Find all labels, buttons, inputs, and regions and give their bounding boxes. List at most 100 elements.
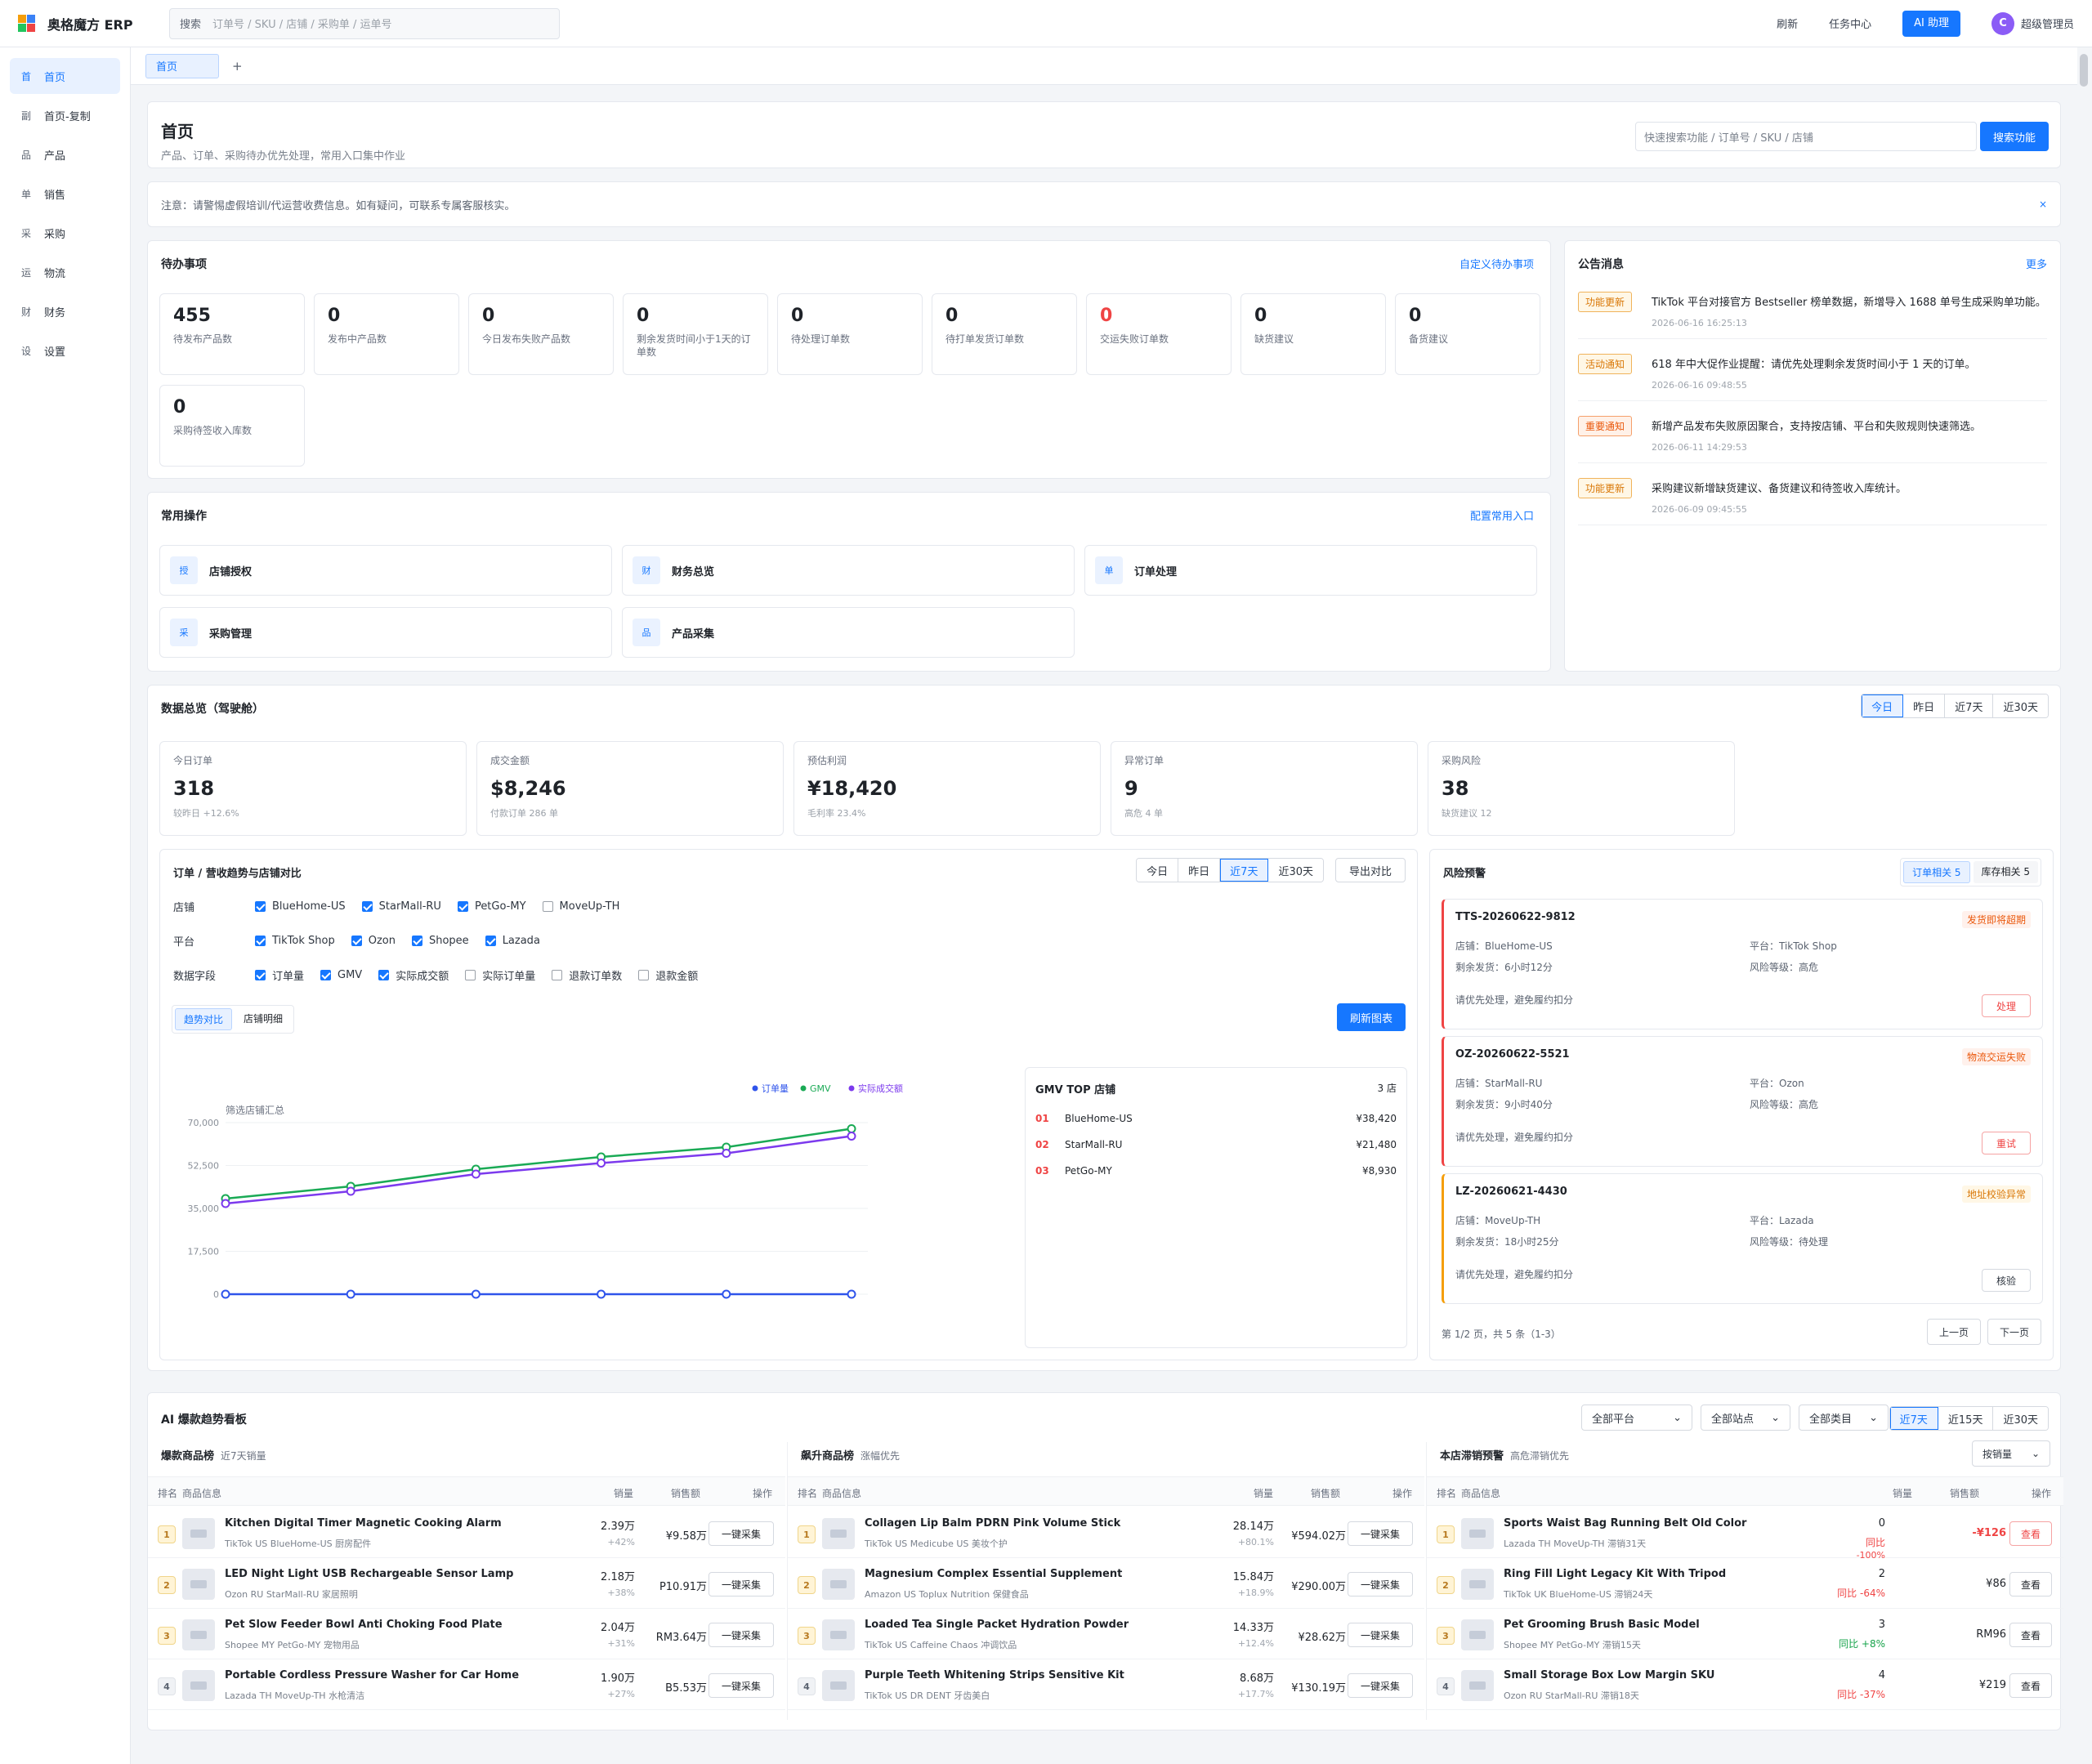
collect-button[interactable]: 一键采集 [1348,1673,1413,1698]
sidebar-item-6[interactable]: 财财务 [10,293,120,329]
filter-checkbox[interactable]: 退款金额 [638,967,698,983]
product-row[interactable]: 2 Ring Fill Light Legacy Kit With Tripod T… [1427,1558,2063,1609]
product-row[interactable]: 1 Kitchen Digital Timer Magnetic Cooking … [148,1507,785,1558]
product-name[interactable]: Pet Grooming Brush Basic Model [1504,1619,1700,1631]
sidebar-item-1[interactable]: 副首页-复制 [10,97,120,133]
filter-checkbox[interactable]: Shopee [411,935,469,947]
risk-tab-stock[interactable]: 库存相关 5 [1973,861,2038,883]
todo-item[interactable]: 0 剩余发货时间小于1天的订单数 [623,293,768,375]
risk-item[interactable]: OZ-20260622-5521 物流交运失败 店铺：StarMall-RU 平台：O… [1442,1036,2043,1167]
filter-checkbox[interactable]: 订单量 [255,967,304,983]
product-row[interactable]: 3 Loaded Tea Single Packet Hydration Powd… [788,1609,1424,1659]
todo-item[interactable]: 0 采购待签收入库数 [159,385,305,467]
product-row[interactable]: 2 LED Night Light USB Rechargeable Sensor… [148,1558,785,1609]
next-page-button[interactable]: 下一页 [1987,1319,2041,1345]
todo-item[interactable]: 0 备货建议 [1395,293,1540,375]
category-select[interactable]: 全部类目 ⌄ [1799,1405,1889,1431]
range-tab[interactable]: 今日 [1862,694,1904,717]
filter-checkbox[interactable]: GMV [320,969,362,981]
todo-item[interactable]: 0 今日发布失败产品数 [468,293,614,375]
filter-checkbox[interactable]: 退款订单数 [552,967,622,983]
product-name[interactable]: Small Storage Box Low Margin SKU [1504,1669,1715,1681]
notice-item[interactable]: 功能更新 采购建议新增缺货建议、备货建议和待签收入库统计。 2026-06-09 0… [1578,463,2047,525]
risk-action-button[interactable]: 重试 [1982,1132,2031,1154]
range-tab[interactable]: 昨日 [1178,859,1221,882]
scrollbar[interactable] [2077,47,2092,1764]
product-row[interactable]: 4 Small Storage Box Low Margin SKU Ozon RU… [1427,1659,2063,1710]
filter-checkbox[interactable]: 实际订单量 [465,967,535,983]
range-tab[interactable]: 昨日 [1903,694,1946,717]
notice-item[interactable]: 活动通知 618 年中大促作业提醒：请优先处理剩余发货时间小于 1 天的订单。 20… [1578,339,2047,401]
product-name[interactable]: Kitchen Digital Timer Magnetic Cooking A… [225,1517,502,1530]
scrollbar-thumb[interactable] [2080,54,2088,87]
collect-button[interactable]: 一键采集 [709,1623,774,1647]
range-tab[interactable]: 近30天 [1993,1407,2048,1430]
kpi-card[interactable]: 采购风险 38 缺货建议 12 [1428,741,1735,836]
gmv-top-row[interactable]: 01 BlueHome-US ¥38,420 [1035,1113,1397,1124]
product-name[interactable]: Loaded Tea Single Packet Hydration Powde… [865,1619,1129,1631]
range-tab[interactable]: 近15天 [1938,1407,1994,1430]
filter-checkbox[interactable]: StarMall-RU [361,900,441,913]
product-row[interactable]: 3 Pet Slow Feeder Bowl Anti Choking Food … [148,1609,785,1659]
global-search-input[interactable]: 搜索 订单号 / SKU / 店铺 / 采购单 / 运单号 [169,7,560,39]
notice-item[interactable]: 重要通知 新增产品发布失败原因聚合，支持按店铺、平台和失败规则快速筛选。 2026-… [1578,401,2047,463]
risk-tab-order[interactable]: 订单相关 5 [1903,861,1970,883]
risk-item[interactable]: TTS-20260622-9812 发货即将超期 店铺：BlueHome-US 平台：… [1442,899,2043,1029]
product-row[interactable]: 4 Portable Cordless Pressure Washer for C… [148,1659,785,1710]
sidebar-item-7[interactable]: 设设置 [10,333,120,368]
product-name[interactable]: Magnesium Complex Essential Supplement [865,1568,1123,1580]
prev-page-button[interactable]: 上一页 [1927,1319,1981,1345]
collect-button[interactable]: 一键采集 [709,1572,774,1597]
gmv-top-row[interactable]: 02 StarMall-RU ¥21,480 [1035,1139,1397,1150]
quick-op-4[interactable]: 品产品采集 [622,607,1075,658]
filter-checkbox[interactable]: PetGo-MY [457,900,526,913]
subtab-trend[interactable]: 趋势对比 [175,1008,233,1030]
filter-checkbox[interactable]: TikTok Shop [255,935,335,947]
kpi-card[interactable]: 预估利润 ¥18,420 毛利率 23.4% [793,741,1101,836]
config-entry-link[interactable]: 配置常用入口 [1469,511,1534,523]
refresh-chart-button[interactable]: 刷新图表 [1337,1003,1406,1031]
todo-item[interactable]: 0 缺货建议 [1240,293,1386,375]
customize-todo-link[interactable]: 自定义待办事项 [1459,259,1534,271]
kpi-card[interactable]: 今日订单 318 较昨日 +12.6% [159,741,467,836]
notice-item[interactable]: 功能更新 TikTok 平台对接官方 Bestseller 榜单数据，新增导入 1… [1578,277,2047,339]
product-name[interactable]: Ring Fill Light Legacy Kit With Tripod [1504,1568,1727,1580]
add-tab-button[interactable]: + [232,58,243,74]
quick-search-input[interactable]: 快速搜索功能 / 订单号 / SKU / 店铺 [1635,122,1977,151]
product-name[interactable]: Collagen Lip Balm PDRN Pink Volume Stick [865,1517,1121,1530]
view-button[interactable]: 查看 [2009,1521,2052,1546]
sidebar-item-2[interactable]: 品产品 [10,136,120,172]
kpi-card[interactable]: 异常订单 9 高危 4 单 [1111,741,1418,836]
product-row[interactable]: 3 Pet Grooming Brush Basic Model Shopee MY… [1427,1609,2063,1659]
user-menu[interactable]: C 超级管理员 [1991,11,2074,35]
range-tab[interactable]: 近7天 [1889,1407,1938,1430]
quick-op-0[interactable]: 授店铺授权 [159,545,612,596]
todo-item[interactable]: 0 待处理订单数 [777,293,923,375]
product-row[interactable]: 4 Purple Teeth Whitening Strips Sensitive… [788,1659,1424,1710]
sidebar-item-3[interactable]: 单销售 [10,176,120,212]
subtab-shop-detail[interactable]: 店铺明细 [244,1013,284,1025]
sidebar-item-4[interactable]: 采采购 [10,215,120,251]
export-compare-button[interactable]: 导出对比 [1335,858,1406,882]
close-icon[interactable]: × [2038,199,2047,210]
todo-item[interactable]: 455 待发布产品数 [159,293,305,375]
todo-item[interactable]: 0 交运失败订单数 [1086,293,1232,375]
view-button[interactable]: 查看 [2009,1673,2052,1698]
range-tab[interactable]: 近7天 [1945,694,1994,717]
filter-checkbox[interactable]: Lazada [485,935,540,947]
tab-home[interactable]: 首页 [145,53,219,78]
product-row[interactable]: 2 Magnesium Complex Essential Supplement A… [788,1558,1424,1609]
kpi-card[interactable]: 成交金额 $8,246 付款订单 286 单 [476,741,784,836]
filter-checkbox[interactable]: MoveUp-TH [542,900,619,913]
sidebar-item-5[interactable]: 运物流 [10,254,120,290]
refresh-button[interactable]: 刷新 [1777,19,1799,31]
product-name[interactable]: LED Night Light USB Rechargeable Sensor … [225,1568,514,1580]
quick-op-2[interactable]: 单订单处理 [1084,545,1537,596]
collect-button[interactable]: 一键采集 [709,1673,774,1698]
todo-item[interactable]: 0 发布中产品数 [314,293,459,375]
sidebar-item-0[interactable]: 首首页 [10,58,120,94]
quick-op-1[interactable]: 财财务总览 [622,545,1075,596]
sort-select[interactable]: 按销量 ⌄ [1972,1440,2050,1467]
range-tab[interactable]: 近30天 [1268,859,1323,882]
product-name[interactable]: Purple Teeth Whitening Strips Sensitive … [865,1669,1124,1681]
